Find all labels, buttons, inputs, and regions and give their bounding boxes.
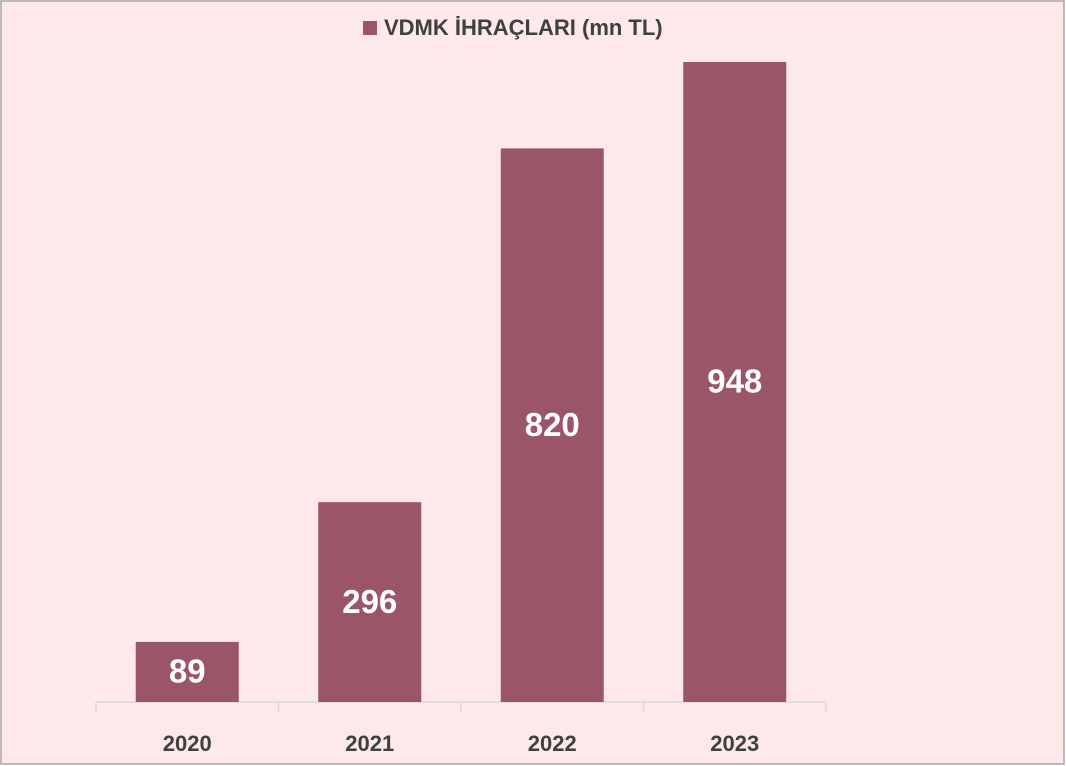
legend-swatch (363, 21, 377, 35)
bar (683, 62, 787, 702)
x-tick-label: 2020 (163, 731, 212, 756)
bar (318, 502, 422, 702)
bar (135, 641, 239, 702)
x-tick-label: 2023 (710, 731, 759, 756)
x-tick-label: 2022 (528, 731, 577, 756)
x-tick-label: 2021 (345, 731, 394, 756)
data-label: 948 (707, 363, 762, 400)
data-label: 89 (169, 653, 206, 690)
data-label: 820 (525, 406, 580, 443)
legend-label: VDMK İHRAÇLARI (mn TL) (384, 15, 663, 40)
bar (500, 148, 604, 702)
data-label: 296 (342, 583, 397, 620)
